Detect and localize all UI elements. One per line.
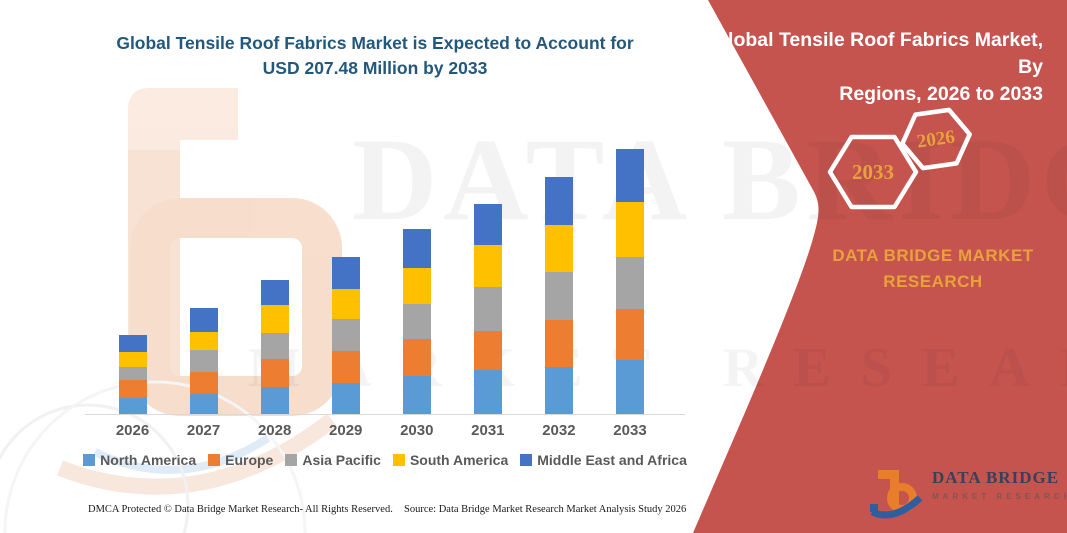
bar-stack-2033 bbox=[615, 148, 644, 414]
banner-brand-line1: DATA BRIDGE MARKET bbox=[832, 246, 1034, 265]
bar-segment bbox=[544, 177, 573, 225]
x-axis-label-2032: 2032 bbox=[542, 422, 576, 439]
bar-segment bbox=[402, 338, 431, 376]
bar-segment bbox=[544, 320, 573, 367]
page-title: Global Tensile Roof Fabrics Market is Ex… bbox=[90, 31, 660, 81]
legend-swatch-icon bbox=[83, 454, 96, 466]
bar-segment bbox=[118, 352, 147, 367]
legend-label: Europe bbox=[225, 452, 274, 468]
bar-segment bbox=[615, 148, 644, 203]
x-axis-label-2029: 2029 bbox=[329, 422, 363, 439]
bar-segment bbox=[260, 359, 289, 388]
banner-title-line2: Regions, 2026 to 2033 bbox=[839, 83, 1043, 105]
bar-stack-2032 bbox=[544, 177, 573, 414]
legend-item-asia-pacific: Asia Pacific bbox=[285, 452, 381, 468]
bar-segment bbox=[473, 244, 502, 287]
bar-segment bbox=[544, 225, 573, 272]
bar-segment bbox=[118, 380, 147, 398]
legend-swatch-icon bbox=[520, 454, 533, 466]
page-title-line2: USD 207.48 Million by 2033 bbox=[262, 58, 488, 78]
banner-brand-text: DATA BRIDGE MARKET RESEARCH bbox=[813, 243, 1053, 295]
legend-item-south-america: South America bbox=[392, 452, 509, 468]
bar-stack-2028 bbox=[260, 280, 289, 414]
logo-text: DATA BRIDGE MARKET RESEARCH bbox=[932, 468, 1067, 501]
x-axis-label-2033: 2033 bbox=[613, 422, 647, 439]
bar-stack-2029 bbox=[331, 256, 360, 414]
bar-stack-2026 bbox=[118, 335, 147, 414]
bar-segment bbox=[402, 267, 431, 304]
legend-label: South America bbox=[409, 452, 509, 468]
legend-label: Middle East and Africa bbox=[537, 452, 687, 468]
banner-title: Global Tensile Roof Fabrics Market, By R… bbox=[691, 27, 1043, 108]
legend-label: North America bbox=[100, 452, 197, 468]
page-title-line1: Global Tensile Roof Fabrics Market is Ex… bbox=[116, 33, 634, 53]
bar-segment bbox=[118, 335, 147, 353]
legend-swatch-icon bbox=[208, 454, 221, 466]
x-axis-label-2027: 2027 bbox=[186, 422, 221, 439]
bar-segment bbox=[118, 398, 147, 414]
bar-segment bbox=[260, 387, 289, 414]
bar-segment bbox=[260, 333, 289, 360]
bar-segment bbox=[260, 280, 289, 306]
x-axis-label-2030: 2030 bbox=[400, 422, 434, 439]
bar-segment bbox=[189, 349, 218, 372]
legend-swatch-icon bbox=[392, 454, 405, 466]
legend-item-north-america: North America bbox=[83, 452, 196, 468]
bar-segment bbox=[544, 272, 573, 320]
x-axis-label-2031: 2031 bbox=[471, 422, 505, 439]
plot-area bbox=[85, 140, 685, 415]
logo-subtitle: MARKET RESEARCH bbox=[932, 492, 1067, 501]
legend-item-middle-east-and-africa: Middle East and Africa bbox=[520, 452, 687, 468]
bar-segment bbox=[402, 228, 431, 268]
legend-label: Asia Pacific bbox=[302, 452, 381, 468]
hexagon-year-start: 2033 bbox=[852, 160, 894, 184]
bar-segment bbox=[331, 318, 360, 351]
banner-brand-line2: RESEARCH bbox=[883, 272, 983, 291]
bar-segment bbox=[189, 307, 218, 332]
bar-segment bbox=[402, 375, 431, 414]
logo-title: DATA BRIDGE bbox=[932, 468, 1060, 487]
bar-segment bbox=[544, 367, 573, 414]
footer-source-text: Source: Data Bridge Market Research Mark… bbox=[404, 504, 687, 515]
bar-segment bbox=[615, 256, 644, 309]
data-bridge-logo-icon bbox=[870, 470, 923, 519]
bar-segment bbox=[189, 393, 218, 414]
bar-segment bbox=[331, 350, 360, 383]
bar-segment bbox=[189, 371, 218, 394]
bar-segment bbox=[473, 286, 502, 331]
footer-dmca-text: DMCA Protected © Data Bridge Market Rese… bbox=[88, 504, 393, 515]
bar-stack-2031 bbox=[473, 203, 502, 414]
bar-segment bbox=[260, 305, 289, 334]
bar-segment bbox=[615, 308, 644, 360]
legend: North America Europe Asia Pacific South Ame… bbox=[83, 452, 687, 468]
bar-stack-2027 bbox=[189, 307, 218, 414]
bar-segment bbox=[331, 288, 360, 319]
bar-segment bbox=[473, 369, 502, 414]
legend-item-europe: Europe bbox=[208, 452, 273, 468]
banner-title-line1: Global Tensile Roof Fabrics Market, By bbox=[712, 29, 1043, 78]
bar-segment bbox=[189, 331, 218, 350]
x-axis-labels: 2026 2027 2028 2029 2030 2031 2032 2033 bbox=[85, 422, 685, 442]
bar-segment bbox=[615, 359, 644, 414]
bar-segment bbox=[331, 383, 360, 414]
bar-segment bbox=[473, 330, 502, 370]
x-axis-label-2026: 2026 bbox=[115, 422, 150, 439]
x-axis-label-2028: 2028 bbox=[257, 422, 292, 439]
bar-segment bbox=[118, 367, 147, 380]
bar-segment bbox=[473, 203, 502, 245]
bar-stack-2030 bbox=[402, 228, 431, 414]
legend-swatch-icon bbox=[285, 454, 298, 466]
bar-segment bbox=[402, 303, 431, 339]
bar-segment bbox=[331, 256, 360, 289]
bar-segment bbox=[615, 202, 644, 257]
